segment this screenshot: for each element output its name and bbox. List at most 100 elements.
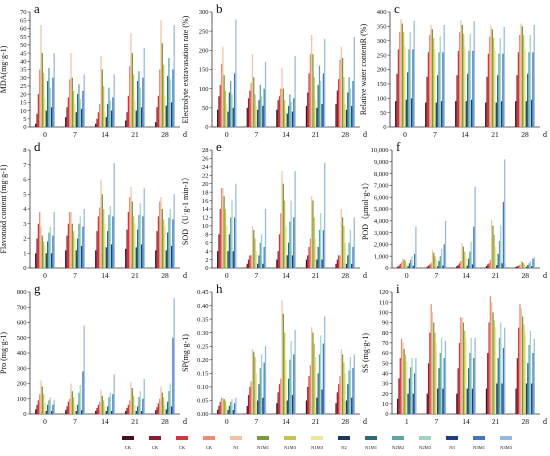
bar xyxy=(96,231,98,269)
x-tick-label: 7 xyxy=(255,271,259,280)
bar xyxy=(430,262,432,268)
y-tick-label: 80 xyxy=(382,330,389,337)
bar xyxy=(336,259,338,268)
y-tick-label: 0 xyxy=(385,411,388,418)
panels-container: 0510152025303540455055606570MDA(mg·g-1)a… xyxy=(0,1,547,426)
bar xyxy=(280,213,282,268)
bar xyxy=(520,308,522,414)
bar xyxy=(406,361,408,414)
y-tick-label: 60 xyxy=(382,350,389,357)
bar xyxy=(82,90,84,127)
bar xyxy=(460,20,462,127)
bar xyxy=(504,327,506,414)
bar xyxy=(66,235,68,268)
bar xyxy=(284,100,286,127)
bar xyxy=(44,245,46,269)
bar xyxy=(262,263,264,268)
bar xyxy=(415,358,417,414)
bar xyxy=(130,186,132,269)
y-tick-label: 8 xyxy=(205,231,208,238)
bar xyxy=(168,391,170,415)
bar xyxy=(233,73,236,127)
x-tick-label: 0 xyxy=(43,271,47,280)
bar xyxy=(492,312,494,414)
bar xyxy=(352,81,354,127)
bar xyxy=(170,245,173,269)
bar xyxy=(532,258,534,268)
y-tick-label: 45 xyxy=(20,50,27,57)
bar xyxy=(76,94,79,127)
bar xyxy=(525,383,528,414)
bar xyxy=(529,260,532,268)
bar xyxy=(312,54,314,127)
bar xyxy=(129,400,131,414)
bar xyxy=(314,357,317,414)
bar xyxy=(125,410,127,414)
bar xyxy=(109,206,111,268)
bar xyxy=(338,384,340,414)
x-tick-label: 28 xyxy=(521,271,529,280)
bar xyxy=(173,298,175,414)
bar xyxy=(45,253,47,268)
legend-label: N3M1 xyxy=(473,445,486,450)
bar xyxy=(525,101,527,128)
bar xyxy=(108,397,110,414)
legend-swatch xyxy=(149,436,161,440)
legend-item: CK xyxy=(122,436,134,450)
bar xyxy=(324,162,326,268)
bar xyxy=(458,263,461,268)
legend-item: N3 xyxy=(446,436,458,450)
bar xyxy=(502,201,505,268)
bar xyxy=(103,209,105,268)
bar xyxy=(79,216,81,269)
bar xyxy=(139,203,141,268)
bar xyxy=(50,107,53,127)
bar xyxy=(285,225,287,268)
bar xyxy=(308,73,310,127)
bar xyxy=(285,359,287,414)
bar xyxy=(352,246,354,268)
bar xyxy=(343,362,345,414)
bar xyxy=(48,400,50,414)
bar xyxy=(489,36,491,127)
bar xyxy=(100,179,102,268)
bar xyxy=(413,253,416,268)
y-tick-label: 600 xyxy=(17,320,27,327)
bar xyxy=(46,404,49,414)
bar xyxy=(349,88,352,127)
y-tick-label: 15 xyxy=(20,100,27,107)
bar xyxy=(485,266,488,268)
y-axis-label: SP(mg·g-1) xyxy=(181,334,190,372)
bar xyxy=(104,406,106,415)
bar xyxy=(465,337,467,414)
bar xyxy=(254,238,256,268)
bar xyxy=(45,110,47,127)
legend-label: N1M1 xyxy=(365,445,378,450)
y-tick-label: 150 xyxy=(199,67,209,74)
bar xyxy=(259,84,261,127)
bar xyxy=(352,367,354,414)
bar xyxy=(250,82,252,127)
bar xyxy=(41,386,43,414)
x-axis-unit: d xyxy=(363,271,367,280)
bar xyxy=(110,110,113,127)
bar xyxy=(113,74,115,127)
bar xyxy=(76,404,79,414)
bar xyxy=(262,105,264,127)
bar xyxy=(489,259,491,268)
panel-letter: b xyxy=(216,1,223,16)
bar xyxy=(470,337,472,414)
bar xyxy=(255,251,257,268)
y-tick-label: 4,000 xyxy=(374,218,389,225)
bar xyxy=(70,383,72,414)
panel-d: 0 1 2 3 4 5 6 7 8 Flavonoid content (mg·g-1) d d 0 7 1… xyxy=(0,139,187,280)
bar xyxy=(170,102,173,127)
x-axis-unit: d xyxy=(183,130,187,139)
bar xyxy=(351,263,353,268)
bar xyxy=(104,112,106,127)
bar xyxy=(224,400,227,414)
bar xyxy=(530,99,533,127)
y-tick-label: 10 xyxy=(20,108,27,115)
bar xyxy=(276,403,278,414)
bar xyxy=(322,343,325,414)
